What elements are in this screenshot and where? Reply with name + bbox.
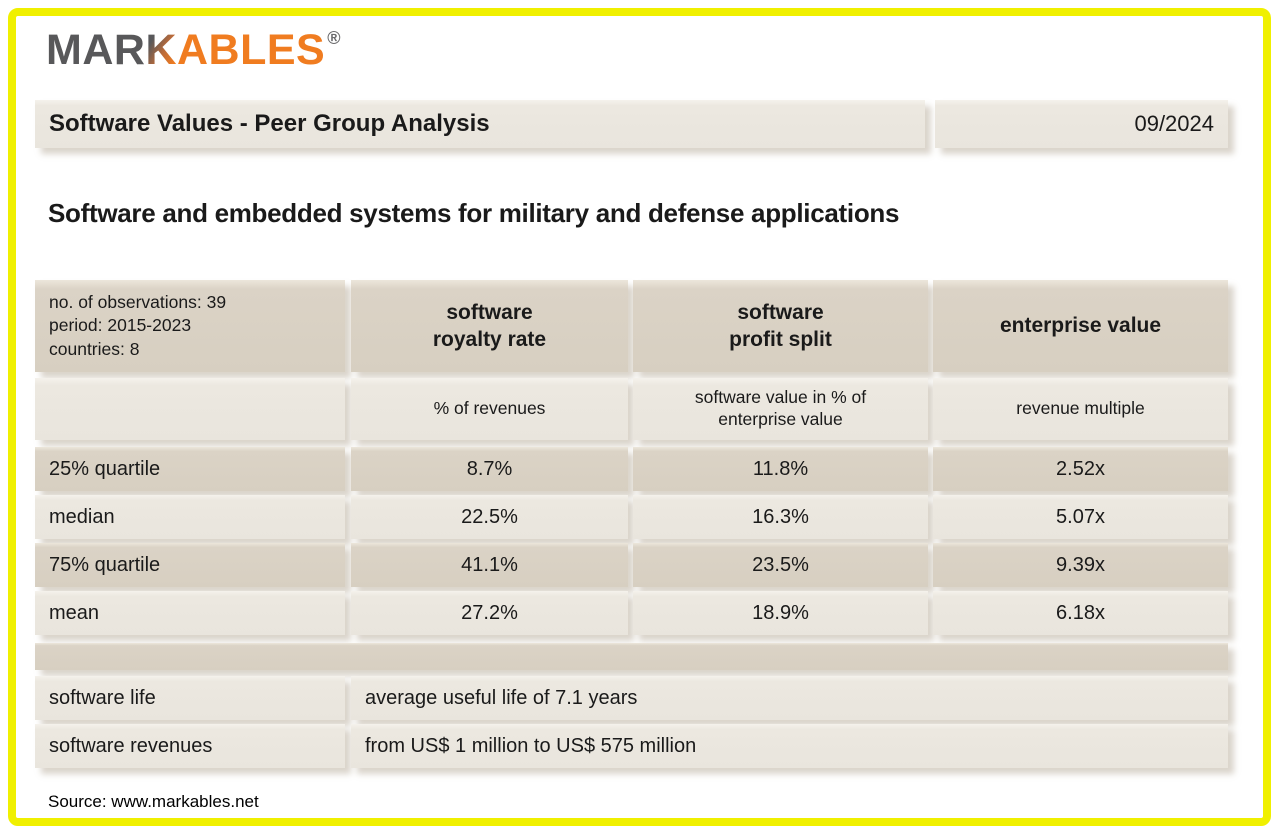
meta-lines: no. of observations: 39 period: 2015-202… — [49, 291, 226, 362]
row-label-25-quartile: 25% quartile — [35, 447, 345, 491]
ev-multiple-median: 5.07x — [933, 495, 1228, 539]
spacer-band — [35, 643, 1228, 670]
detail-label-software-life: software life — [35, 676, 345, 720]
unit-label: software value in % of enterprise value — [694, 387, 867, 429]
column-header-royalty-rate: software royalty rate — [351, 280, 628, 372]
row-label-75-quartile: 75% quartile — [35, 543, 345, 587]
royalty-rate-25-quartile: 8.7% — [351, 447, 628, 491]
markables-logo: MARKABLES ® — [46, 26, 341, 75]
logo-text-blend: K — [145, 26, 177, 74]
column-title-line: software — [446, 300, 533, 324]
column-header-profit-split: software profit split — [633, 280, 928, 372]
profit-split-mean: 18.9% — [633, 591, 928, 635]
unit-label: % of revenues — [433, 398, 546, 419]
report-date: 09/2024 — [1134, 111, 1214, 136]
ev-multiple-25-quartile: 2.52x — [933, 447, 1228, 491]
column-title-line: software — [737, 300, 824, 324]
meta-countries: countries: 8 — [49, 338, 140, 359]
page-title: Software Values - Peer Group Analysis — [49, 110, 490, 137]
meta-period: period: 2015-2023 — [49, 315, 192, 336]
royalty-rate-median: 22.5% — [351, 495, 628, 539]
ev-multiple-mean: 6.18x — [933, 591, 1228, 635]
registered-trademark-symbol: ® — [327, 28, 341, 48]
row-label-median: median — [35, 495, 345, 539]
observations-meta-cell: no. of observations: 39 period: 2015-202… — [35, 280, 345, 372]
profit-split-25-quartile: 11.8% — [633, 447, 928, 491]
ev-multiple-75-quartile: 9.39x — [933, 543, 1228, 587]
detail-value-software-revenues: from US$ 1 million to US$ 575 million — [351, 724, 1228, 768]
source-attribution: Source: www.markables.net — [48, 792, 259, 811]
royalty-rate-mean: 27.2% — [351, 591, 628, 635]
peer-group-subtitle: Software and embedded systems for milita… — [48, 198, 900, 228]
column-header-enterprise-value: enterprise value — [933, 280, 1228, 372]
report-title-bar: Software Values - Peer Group Analysis — [35, 100, 925, 148]
unit-label: revenue multiple — [1016, 398, 1145, 419]
column-title-line: profit split — [729, 328, 832, 351]
unit-royalty-rate: % of revenues — [351, 378, 628, 440]
column-title-line: royalty rate — [432, 328, 547, 351]
meta-observations: no. of observations: 39 — [49, 291, 227, 312]
unit-profit-split: software value in % of enterprise value — [633, 378, 928, 440]
row-label-mean: mean — [35, 591, 345, 635]
column-title-line: enterprise value — [999, 314, 1162, 338]
profit-split-median: 16.3% — [633, 495, 928, 539]
profit-split-75-quartile: 23.5% — [633, 543, 928, 587]
detail-label-software-revenues: software revenues — [35, 724, 345, 768]
logo-text-orange: ABLES — [177, 26, 326, 74]
detail-value-software-life: average useful life of 7.1 years — [351, 676, 1228, 720]
empty-unit-cell — [35, 378, 345, 440]
logo-text-gray: MAR — [46, 26, 146, 74]
unit-enterprise-value: revenue multiple — [933, 378, 1228, 440]
report-date-cell: 09/2024 — [935, 100, 1228, 148]
royalty-rate-75-quartile: 41.1% — [351, 543, 628, 587]
